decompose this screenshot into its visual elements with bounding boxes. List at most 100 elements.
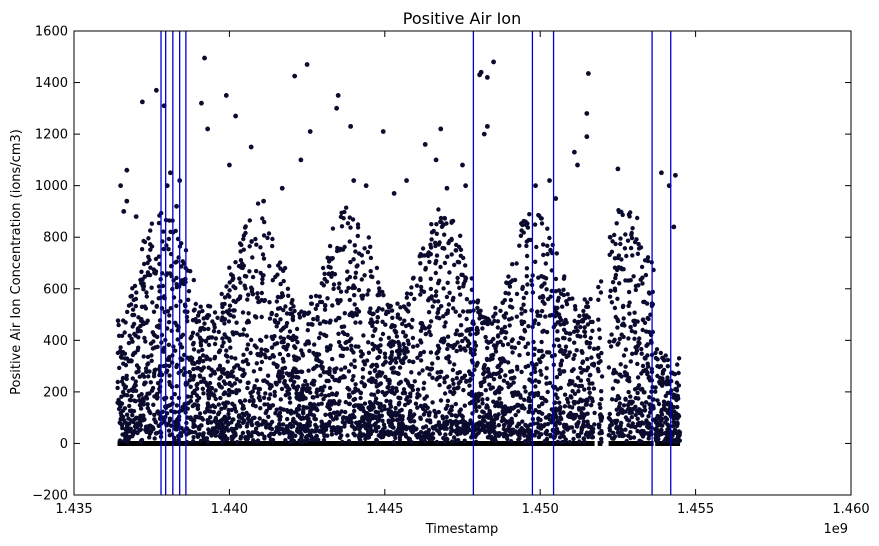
data-point <box>132 424 138 429</box>
data-point <box>464 316 469 322</box>
data-point <box>186 430 192 436</box>
data-point <box>501 378 507 383</box>
data-point <box>331 410 337 415</box>
data-point <box>203 338 208 344</box>
data-point <box>576 406 582 411</box>
data-point <box>451 381 456 386</box>
data-point <box>481 423 486 428</box>
data-point <box>611 436 616 441</box>
data-point <box>632 239 638 245</box>
data-point <box>644 329 649 334</box>
data-point <box>342 375 347 380</box>
data-point <box>348 225 353 230</box>
data-point-high <box>139 99 145 105</box>
data-point <box>418 415 423 420</box>
data-point <box>347 394 352 399</box>
data-point <box>610 280 616 285</box>
data-point <box>407 383 412 388</box>
data-point <box>268 437 274 442</box>
data-point <box>322 332 327 337</box>
data-point <box>523 222 529 228</box>
data-point <box>561 327 567 332</box>
data-point <box>497 385 502 390</box>
data-point <box>195 398 200 403</box>
data-point <box>174 259 179 264</box>
data-point <box>580 350 585 355</box>
data-point-high <box>460 162 465 168</box>
data-point <box>297 394 302 399</box>
data-point <box>567 404 572 409</box>
data-point <box>228 373 233 379</box>
data-point <box>283 393 288 398</box>
data-point <box>419 434 424 439</box>
data-point <box>642 355 648 360</box>
data-point <box>468 332 473 337</box>
data-point <box>500 300 505 305</box>
data-point <box>117 438 123 443</box>
data-point-high <box>118 183 124 189</box>
data-point <box>640 363 646 369</box>
data-point <box>135 421 140 426</box>
data-point <box>487 372 493 377</box>
data-point <box>555 329 560 334</box>
data-point-high <box>618 265 624 271</box>
data-point <box>199 423 204 428</box>
data-point <box>443 432 448 437</box>
data-point <box>122 418 127 423</box>
data-point <box>289 371 295 376</box>
data-point <box>572 353 577 358</box>
data-point <box>424 394 429 399</box>
data-point <box>249 239 254 244</box>
data-point <box>491 377 497 382</box>
data-point <box>433 270 438 276</box>
data-point <box>646 414 651 419</box>
data-point <box>346 285 351 291</box>
data-point <box>143 339 148 344</box>
data-point <box>375 308 380 314</box>
data-point <box>542 281 547 286</box>
data-point <box>434 351 439 356</box>
data-point <box>261 378 266 383</box>
data-point <box>141 402 146 407</box>
data-point <box>178 356 183 361</box>
data-point <box>188 384 193 389</box>
data-point <box>206 303 211 309</box>
data-point <box>506 360 511 365</box>
data-point <box>123 437 128 442</box>
data-point <box>198 438 204 443</box>
data-point <box>133 296 139 302</box>
data-point <box>548 432 553 438</box>
data-point <box>373 409 378 415</box>
data-point <box>614 407 619 412</box>
data-point <box>186 289 192 294</box>
data-point <box>192 423 198 429</box>
data-point <box>627 379 632 384</box>
data-point <box>256 299 261 305</box>
data-point <box>443 320 448 325</box>
data-point <box>274 313 279 318</box>
data-point <box>612 232 617 238</box>
data-point <box>325 296 330 301</box>
data-point <box>290 383 296 388</box>
data-point <box>272 389 277 395</box>
data-point-high <box>279 185 285 191</box>
data-point <box>539 308 545 314</box>
data-point <box>116 406 122 412</box>
data-point <box>260 280 265 286</box>
data-point <box>676 414 682 419</box>
data-point <box>290 314 296 319</box>
data-point <box>373 326 378 332</box>
data-point <box>304 405 310 410</box>
data-point <box>545 252 550 257</box>
data-point <box>247 244 252 249</box>
data-point-high <box>133 214 139 220</box>
data-point <box>134 290 139 295</box>
data-point <box>460 418 466 423</box>
data-point <box>433 240 438 245</box>
data-point <box>400 321 405 327</box>
data-point <box>597 327 602 332</box>
data-point <box>124 425 130 431</box>
data-point <box>626 375 632 380</box>
data-point <box>619 332 624 337</box>
data-point <box>342 421 347 426</box>
